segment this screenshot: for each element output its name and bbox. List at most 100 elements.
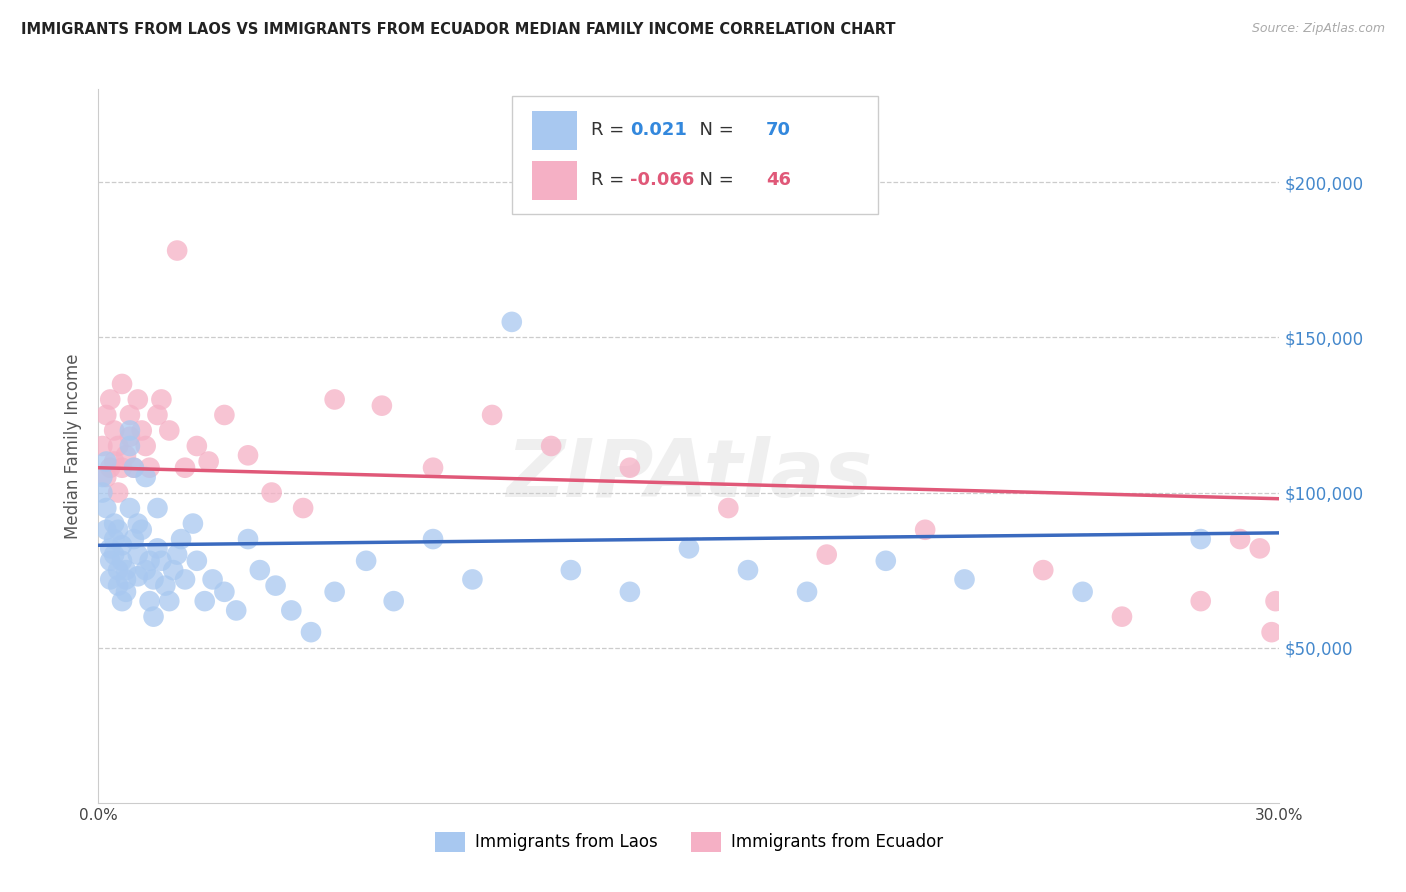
Point <box>422 460 444 475</box>
Point <box>186 439 208 453</box>
Point <box>111 460 134 475</box>
Point <box>146 501 169 516</box>
Point <box>103 454 125 468</box>
Point <box>236 532 259 546</box>
Point <box>142 609 165 624</box>
Point <box>1111 609 1133 624</box>
Point <box>619 584 641 599</box>
Point <box>91 439 114 453</box>
Point <box>115 584 138 599</box>
Point <box>115 573 138 587</box>
Point <box>1249 541 1271 556</box>
Point <box>1229 532 1251 546</box>
Point <box>1260 625 1282 640</box>
Point <box>111 594 134 608</box>
Point <box>1189 594 1212 608</box>
Point <box>138 460 160 475</box>
Point <box>107 439 129 453</box>
Point <box>323 584 346 599</box>
Point <box>717 501 740 516</box>
Point <box>91 470 114 484</box>
Point <box>103 548 125 562</box>
Point <box>157 424 180 438</box>
Point <box>111 554 134 568</box>
Point <box>98 392 121 407</box>
Point <box>146 541 169 556</box>
Point <box>422 532 444 546</box>
Point <box>953 573 976 587</box>
Point <box>111 376 134 391</box>
Point <box>249 563 271 577</box>
Point <box>1189 532 1212 546</box>
Point <box>481 408 503 422</box>
Point <box>98 554 121 568</box>
Point <box>382 594 405 608</box>
Point <box>354 554 377 568</box>
Point <box>118 430 141 444</box>
Point <box>135 563 157 577</box>
Point <box>264 579 287 593</box>
Legend: Immigrants from Laos, Immigrants from Ecuador: Immigrants from Laos, Immigrants from Ec… <box>429 825 949 859</box>
Point <box>91 485 114 500</box>
Point <box>323 392 346 407</box>
Point <box>170 532 193 546</box>
Point <box>96 501 118 516</box>
Point <box>214 584 236 599</box>
Point <box>122 460 145 475</box>
Point <box>678 541 700 556</box>
Point <box>260 485 283 500</box>
Text: 46: 46 <box>766 171 790 189</box>
Point <box>150 554 173 568</box>
Point <box>166 548 188 562</box>
Point <box>461 573 484 587</box>
Point <box>96 454 118 468</box>
Point <box>186 554 208 568</box>
Point <box>155 579 177 593</box>
Point <box>236 448 259 462</box>
Point <box>138 594 160 608</box>
Text: 0.021: 0.021 <box>630 121 686 139</box>
Point <box>280 603 302 617</box>
Text: 70: 70 <box>766 121 790 139</box>
Point <box>135 439 157 453</box>
Text: ZIPAtlas: ZIPAtlas <box>506 435 872 514</box>
Point <box>127 392 149 407</box>
Point <box>174 460 197 475</box>
Point <box>103 532 125 546</box>
Text: N =: N = <box>688 121 740 139</box>
Point <box>115 448 138 462</box>
Text: N =: N = <box>688 171 740 189</box>
Point <box>118 439 141 453</box>
Point <box>181 516 204 531</box>
Point <box>127 548 149 562</box>
Point <box>1071 584 1094 599</box>
Point <box>157 594 180 608</box>
Point <box>131 424 153 438</box>
Point <box>127 516 149 531</box>
Point <box>162 563 184 577</box>
Point <box>540 439 562 453</box>
Point <box>118 501 141 516</box>
Point <box>501 315 523 329</box>
Point <box>225 603 247 617</box>
Text: R =: R = <box>591 171 630 189</box>
Text: Source: ZipAtlas.com: Source: ZipAtlas.com <box>1251 22 1385 36</box>
Point <box>98 573 121 587</box>
Point <box>1032 563 1054 577</box>
Point <box>737 563 759 577</box>
Point <box>111 538 134 552</box>
Point <box>103 424 125 438</box>
Point <box>214 408 236 422</box>
Text: IMMIGRANTS FROM LAOS VS IMMIGRANTS FROM ECUADOR MEDIAN FAMILY INCOME CORRELATION: IMMIGRANTS FROM LAOS VS IMMIGRANTS FROM … <box>21 22 896 37</box>
Point <box>96 523 118 537</box>
Point <box>98 460 121 475</box>
Point <box>150 392 173 407</box>
Point <box>875 554 897 568</box>
Point <box>103 516 125 531</box>
Point <box>107 579 129 593</box>
Y-axis label: Median Family Income: Median Family Income <box>65 353 83 539</box>
Point <box>194 594 217 608</box>
Point <box>1264 594 1286 608</box>
Point <box>619 460 641 475</box>
Point <box>174 573 197 587</box>
